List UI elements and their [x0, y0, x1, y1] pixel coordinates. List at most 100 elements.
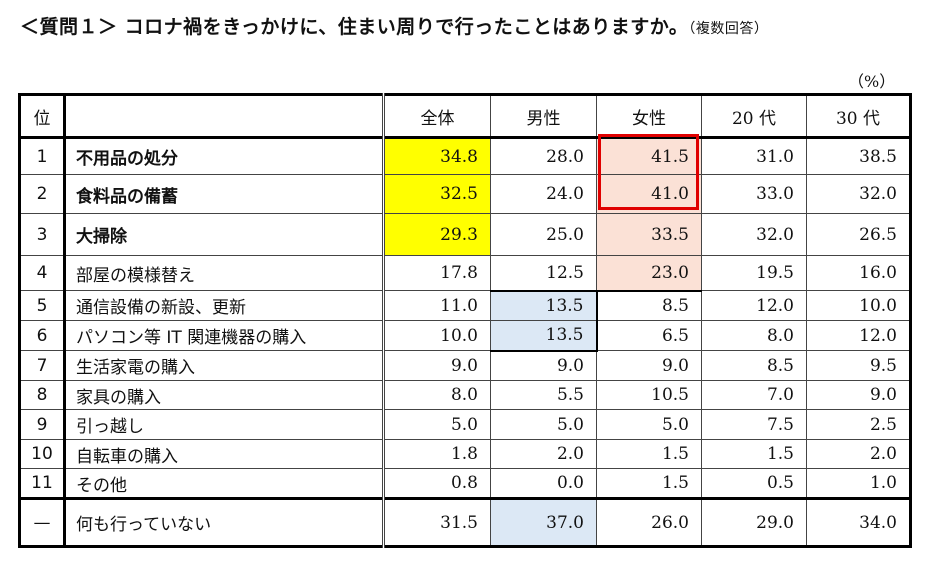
female-value: 1.5: [596, 439, 702, 469]
male-value: 24.0: [490, 174, 597, 214]
table-row: 8 家具の購入 8.0 5.5 10.5 7.0 9.0: [19, 380, 911, 410]
male-value: 37.0: [490, 497, 597, 547]
rank-cell: 5: [19, 290, 66, 321]
female-value: 6.5: [596, 320, 702, 351]
female-value: 41.0: [596, 174, 702, 214]
rank-cell: 6: [19, 320, 66, 351]
female-value: 26.0: [596, 497, 702, 547]
rank-cell: 4: [19, 255, 66, 291]
item-label: 生活家電の購入: [64, 350, 385, 381]
male-value: 0.0: [490, 468, 597, 499]
age30-value: 26.5: [806, 213, 911, 256]
male-value: 25.0: [490, 213, 597, 256]
age30-value: 2.0: [806, 439, 911, 469]
total-value: 34.8: [383, 137, 491, 175]
total-value: 5.0: [383, 409, 491, 440]
total-value: 31.5: [383, 497, 491, 547]
total-value: 0.8: [383, 468, 491, 499]
age20-value: 8.0: [701, 320, 807, 351]
age30-value: 16.0: [806, 255, 911, 291]
male-value: 5.5: [490, 380, 597, 410]
female-value: 10.5: [596, 380, 702, 410]
header-female: 女性: [596, 94, 702, 139]
age20-value: 7.0: [701, 380, 807, 410]
multiple-answer-note: （複数回答）: [688, 21, 769, 37]
item-label: 部屋の模様替え: [64, 255, 385, 291]
total-value: 10.0: [383, 320, 491, 351]
table-row: 10 自転車の購入 1.8 2.0 1.5 1.5 2.0: [19, 439, 911, 469]
total-value: 17.8: [383, 255, 491, 291]
rank-cell: 8: [19, 380, 66, 410]
age20-value: 31.0: [701, 137, 807, 175]
header-rank: 位: [19, 94, 66, 139]
age20-value: 7.5: [701, 409, 807, 440]
table-row: 6 パソコン等 IT 関連機器の購入 10.0 13.5 6.5 8.0 12.…: [19, 320, 911, 352]
age30-value: 2.5: [806, 409, 911, 440]
age20-value: 0.5: [701, 468, 807, 499]
female-value: 8.5: [596, 290, 702, 321]
table-row: 2 食料品の備蓄 32.5 24.0 41.0 33.0 32.0: [19, 174, 911, 214]
female-value: 41.5: [596, 137, 702, 175]
table-row: 1 不用品の処分 34.8 28.0 41.5 31.0 38.5: [19, 137, 911, 175]
table-row: 9 引っ越し 5.0 5.0 5.0 7.5 2.5: [19, 409, 911, 440]
age20-value: 12.0: [701, 290, 807, 321]
male-value: 5.0: [490, 409, 597, 440]
header-item: [64, 94, 385, 139]
item-label: その他: [64, 468, 385, 499]
age20-value: 32.0: [701, 213, 807, 256]
question-text: ＜質問１＞ コロナ禍をきっかけに、住まい周りで行ったことはありますか。: [20, 16, 689, 38]
age30-value: 10.0: [806, 290, 911, 321]
female-value: 33.5: [596, 213, 702, 256]
male-value: 13.5: [490, 320, 598, 352]
age30-value: 34.0: [806, 497, 911, 547]
rank-cell: 11: [19, 468, 66, 499]
rank-cell: 2: [19, 174, 66, 214]
header-30s: 30 代: [806, 94, 911, 139]
age30-value: 9.5: [806, 350, 911, 381]
age30-value: 12.0: [806, 320, 911, 351]
male-value: 28.0: [490, 137, 597, 175]
item-label: 自転車の購入: [64, 439, 385, 469]
male-value: 2.0: [490, 439, 597, 469]
item-label: 食料品の備蓄: [64, 174, 385, 214]
unit-label: （%）: [848, 72, 896, 91]
rank-cell: 7: [19, 350, 66, 381]
age20-value: 1.5: [701, 439, 807, 469]
male-value: 9.0: [490, 350, 597, 381]
female-value: 9.0: [596, 350, 702, 381]
header-total: 全体: [383, 94, 491, 139]
total-value: 29.3: [383, 213, 491, 256]
table-row: 3 大掃除 29.3 25.0 33.5 32.0 26.5: [19, 213, 911, 256]
female-value: 1.5: [596, 468, 702, 499]
age20-value: 8.5: [701, 350, 807, 381]
age30-value: 32.0: [806, 174, 911, 214]
header-row: 位 全体 男性 女性 20 代 30 代: [19, 94, 911, 139]
item-label: 何も行っていない: [64, 497, 385, 547]
header-20s: 20 代: [701, 94, 807, 139]
item-label: 通信設備の新設、更新: [64, 290, 385, 321]
header-male: 男性: [490, 94, 597, 139]
rank-cell: 10: [19, 439, 66, 469]
age30-value: 9.0: [806, 380, 911, 410]
total-value: 9.0: [383, 350, 491, 381]
table-row: 5 通信設備の新設、更新 11.0 13.5 8.5 12.0 10.0: [19, 289, 911, 321]
ranking-table: 位 全体 男性 女性 20 代 30 代 1 不用品の処分 34.8 28.0 …: [18, 93, 912, 548]
age20-value: 33.0: [701, 174, 807, 214]
rank-cell: 3: [19, 213, 66, 256]
female-value: 5.0: [596, 409, 702, 440]
rank-cell: 1: [19, 137, 66, 175]
table-row: 4 部屋の模様替え 17.8 12.5 23.0 19.5 16.0: [19, 255, 911, 292]
total-value: 1.8: [383, 439, 491, 469]
table-row: 11 その他 0.8 0.0 1.5 0.5 1.0: [19, 468, 911, 499]
item-label: 家具の購入: [64, 380, 385, 410]
total-value: 32.5: [383, 174, 491, 214]
table-row: 7 生活家電の購入 9.0 9.0 9.0 8.5 9.5: [19, 350, 911, 381]
female-value: 23.0: [596, 255, 702, 292]
item-label: 引っ越し: [64, 409, 385, 440]
total-value: 11.0: [383, 290, 491, 321]
table-row-none: — 何も行っていない 31.5 37.0 26.0 29.0 34.0: [19, 497, 911, 547]
age20-value: 19.5: [701, 255, 807, 291]
age30-value: 1.0: [806, 468, 911, 499]
total-value: 8.0: [383, 380, 491, 410]
item-label: パソコン等 IT 関連機器の購入: [64, 320, 385, 351]
